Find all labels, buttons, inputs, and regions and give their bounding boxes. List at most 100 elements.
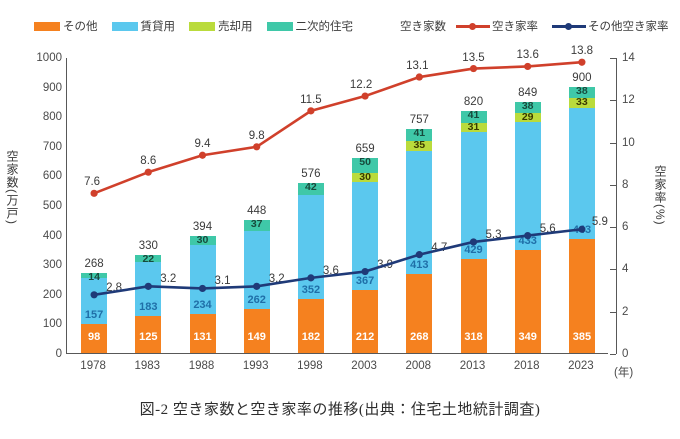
bar-segment: 30 [189,234,216,247]
legend-item-vacancy-rate[interactable]: 空き家率 [456,18,538,34]
y-axis-left-tick: 700 [42,140,62,153]
legend-item-other[interactable]: その他 [34,18,98,34]
legend-group-lines: 空き家数 空き家率 その他空き家率 [400,18,680,34]
bar-segment-value-label: 433 [518,234,537,247]
line-data-point[interactable] [361,92,369,100]
bar-total-label: 330 [138,240,158,253]
x-axis-tick-label: 1978 [80,360,106,372]
line-data-point[interactable] [469,238,478,246]
bar-segment-value-label: 429 [464,243,483,256]
y-axis-left-tick: 600 [42,170,62,183]
legend-item-for-sale[interactable]: 売却用 [189,18,253,34]
y-axis-left-tick: 900 [42,81,62,94]
bar-segment: 212 [352,290,379,353]
bar-segment-value-label: 131 [193,331,212,343]
bar-segment-value-label: 262 [247,293,266,306]
x-axis-tick-label: 1983 [134,360,161,372]
y-axis-right-tick: 2 [622,305,629,318]
line-data-point[interactable] [198,284,207,293]
line-data-point[interactable] [415,251,423,259]
bar-segment-value-label: 212 [355,331,375,343]
bar-segment-value-label: 385 [572,331,592,343]
bar-segment: 41 [406,128,433,142]
y-axis-right-tickmark [610,311,616,313]
line-data-point[interactable] [524,232,532,240]
x-axis-tick-label: 2003 [351,360,377,372]
other-vacancy-rate-value-label: 3.2 [160,273,177,286]
legend-item-secondary[interactable]: 二次的住宅 [266,18,353,34]
vacancy-rate-value-label: 13.1 [406,60,429,73]
other-vacancy-rate-value-label: 5.9 [591,216,608,229]
y-axis-right-tickmark [610,100,616,102]
legend-item-other-vacancy-rate[interactable]: その他空き家率 [552,18,669,34]
line-data-point[interactable] [415,73,423,81]
y-axis-right-tick: 10 [622,136,635,149]
x-axis-tick-label: 2008 [405,360,432,372]
line-data-point[interactable] [144,282,152,290]
line-data-point[interactable] [361,267,369,276]
legend-item-rental[interactable]: 賃貸用 [111,18,175,34]
bar-segment: 38 [568,86,595,99]
bar-segment-value-label: 30 [196,234,209,247]
y-axis-left-tick: 0 [55,348,62,360]
bar-segment: 98 [81,324,108,353]
y-axis-left-tick: 300 [42,259,62,272]
bar-total-label: 576 [301,167,321,180]
line-series-layer [90,58,586,299]
legend-swatch-icon [111,21,138,31]
y-axis-right-tickmark [610,184,616,186]
y-axis-right-tick: 8 [622,178,629,191]
x-axis-tick-label: 1998 [297,360,323,372]
line-data-point[interactable] [144,168,152,176]
bar-segment: 157 [81,277,108,324]
bar-total-label: 268 [84,258,104,271]
y-axis-right-tickmark [610,227,616,229]
bar-segment: 234 [189,244,216,315]
legend-label: 売却用 [218,21,253,33]
bar-segment: 31 [460,122,487,132]
y-axis-right-tick: 14 [622,52,635,64]
line-data-point[interactable] [198,151,207,159]
bar-segment: 433 [514,121,541,250]
bar-segment: 38 [514,99,541,113]
plot-area: 98 157 14 268 125 183 22 330 131 234 30 394 149 262 37… [66,45,608,354]
bar-segment-value-label: 98 [87,331,101,343]
bar-segment: 41 [460,110,487,123]
bar-segment-value-label: 29 [521,110,534,123]
line-data-point[interactable] [307,107,315,115]
line-data-point[interactable] [253,282,261,290]
line-data-point[interactable] [90,291,98,299]
bar-segment-value-label: 183 [139,301,158,313]
vacancy-rate-value-label: 9.4 [194,138,211,151]
line-data-point[interactable] [307,274,315,282]
x-axis-tick-label: 2023 [568,360,594,372]
line-data-point[interactable] [253,143,261,151]
bar-total-label: 659 [355,142,375,155]
y-axis-left-title: 空家数(万戸) [5,150,19,225]
bar-segment: 22 [135,254,162,264]
line-data-point[interactable] [90,189,98,197]
line-data-point[interactable] [578,225,586,233]
bar-segment-value-label: 14 [88,271,100,284]
line-data-point[interactable] [524,62,532,71]
line-data-point[interactable] [469,64,478,73]
x-axis-tick-label: 1993 [242,360,269,372]
y-axis-right-tick: 6 [622,221,629,234]
legend-label-bar-group: 空き家数 [400,21,446,33]
vacancy-rate-value-label: 7.6 [84,176,101,189]
legend-line-marker-icon [552,21,586,31]
bar-segment-value-label: 37 [250,218,263,231]
bar-segment-value-label: 38 [521,99,534,112]
y-axis-right-tick: 12 [622,94,635,107]
y-axis-right-tick: 4 [622,263,629,276]
y-axis-right-tickmark [610,58,616,59]
bar-segment: 42 [297,182,324,195]
bar-segment: 50 [352,157,379,173]
bar-segment-value-label: 33 [576,96,588,109]
bar-segment-value-label: 413 [410,258,429,271]
bar-total-label: 757 [409,113,429,126]
bar-segment-value-label: 30 [359,170,371,183]
bar-segment-value-label: 268 [410,331,429,343]
line-data-point[interactable] [578,58,586,66]
x-axis-unit: (年) [614,367,634,379]
